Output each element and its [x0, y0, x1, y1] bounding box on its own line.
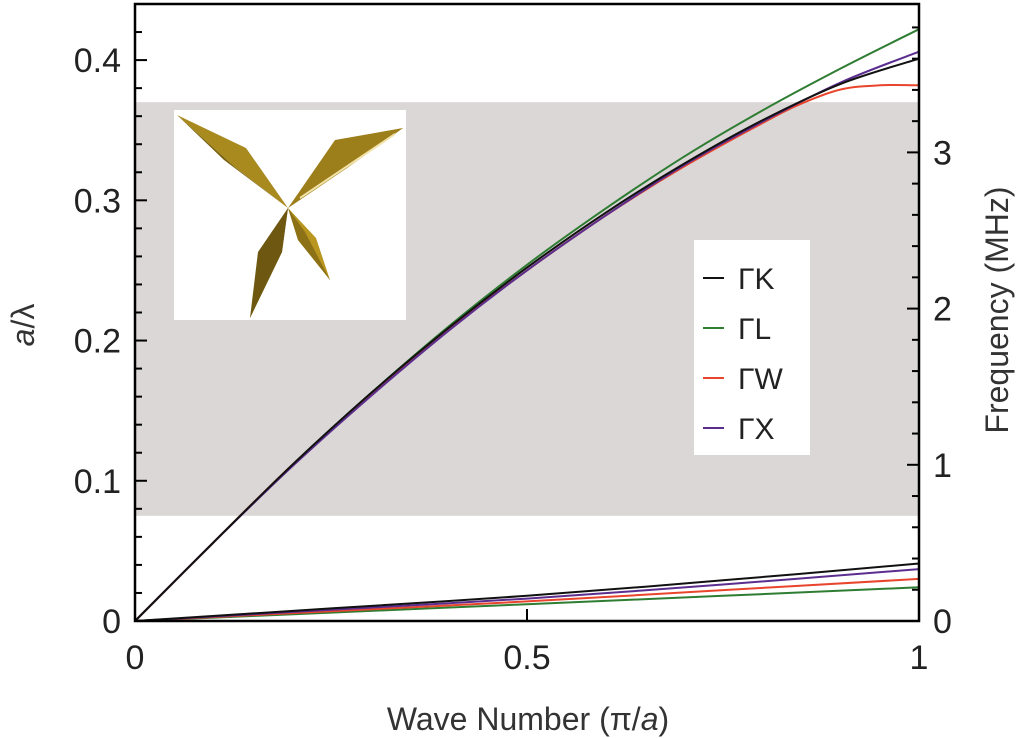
plot-frame: [133, 2, 921, 623]
x-tick-label: 1: [910, 639, 929, 677]
legend: ΓK ΓL ΓW ΓX: [694, 240, 810, 455]
legend-label-gamma-l: ΓL: [738, 313, 771, 346]
tetrapod-structure-icon: [177, 115, 403, 318]
x-tick-label: 0: [126, 639, 145, 677]
y-right-tick-label: 2: [933, 291, 952, 329]
x-axis-title: Wave Number (π/a): [387, 701, 669, 737]
y-left-tick-label: 0.2: [74, 323, 121, 361]
series-line-gamma-k-upper: [134, 57, 920, 622]
series-layer: [134, 28, 920, 622]
legend-box: [694, 240, 810, 455]
legend-label-gamma-w: ΓW: [738, 363, 784, 396]
y-right-tick-label: 3: [933, 134, 952, 172]
legend-label-gamma-k: ΓK: [738, 263, 775, 296]
y-left-tick-label: 0: [102, 603, 121, 641]
y-right-tick-label: 0: [933, 603, 952, 641]
y-axis-left-title: a/λ: [5, 304, 41, 347]
x-tick-label: 0.5: [503, 639, 550, 677]
series-line-gamma-k-lower: [134, 562, 920, 622]
y-left-tick-label: 0.3: [74, 182, 121, 220]
y-left-tick-label: 0.4: [74, 42, 121, 80]
legend-label-gamma-x: ΓX: [738, 413, 775, 446]
y-right-tick-label: 1: [933, 447, 952, 485]
inset-image: [174, 110, 406, 320]
y-left-tick-label: 0.1: [74, 463, 121, 501]
y-axis-right-title: Frequency (MHz): [979, 186, 1015, 433]
